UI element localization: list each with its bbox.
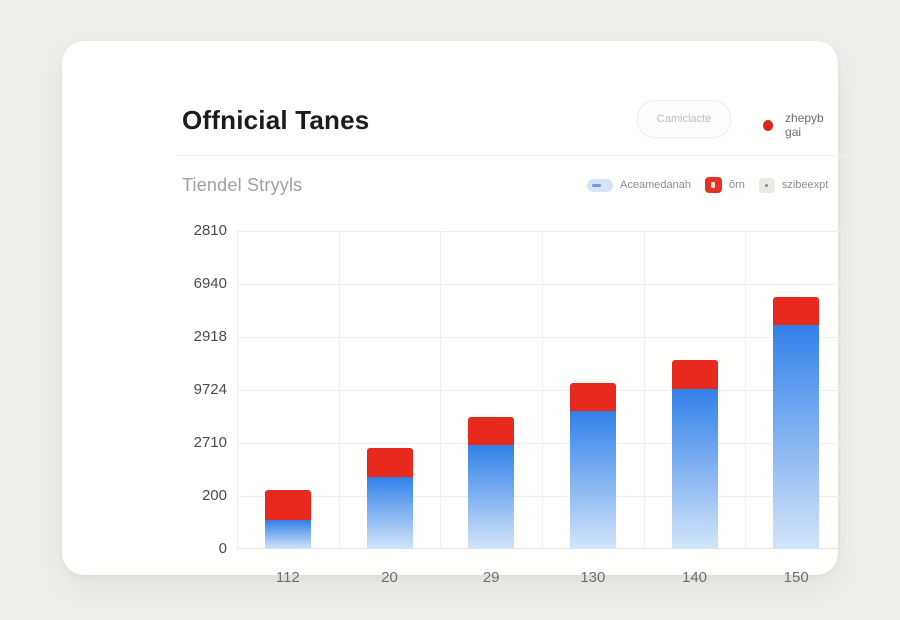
header-divider [177,155,847,156]
y-axis-tick-label: 6940 [193,275,227,292]
legend-label: Aceamedanah [620,179,691,191]
x-axis-tick-label: 140 [681,569,708,586]
gridline-vertical [440,231,442,549]
bar-segment-blue [773,324,820,549]
gridline-vertical [338,231,340,549]
bar-segment-red [671,359,718,389]
y-axis-tick-label: 2918 [193,328,227,345]
legend-item-blue[interactable]: Aceamedanah [587,178,691,192]
x-axis-tick-label: 20 [381,569,398,586]
bar-chart-plot-area [237,231,848,549]
bar-segment-red [366,447,413,477]
status-indicator: zhepyb gai [763,111,838,139]
legend-item-red[interactable]: ôrn [704,177,745,193]
y-axis-tick-label: 2810 [193,222,227,239]
gridline-vertical [745,231,747,549]
x-axis-tick-label: 112 [275,569,300,586]
gridline-vertical [847,231,848,549]
chart-card: Offnicial Tanes Camiclacte zhepyb gai Ti… [62,41,848,586]
bar-segment-red [773,296,820,325]
x-axis-tick-label: 130 [580,569,606,586]
y-axis-tick-label: 9724 [193,381,227,398]
y-axis-tick-label: 2710 [193,434,227,451]
gridline-vertical [237,231,238,549]
bar-segment-blue [569,411,616,549]
chart-subtitle: Tiendel Stryyls [182,175,303,195]
gridline-vertical [542,231,543,549]
gray-square-swatch-icon [758,177,775,193]
bar-segment-red [569,383,616,412]
bar-segment-red [264,489,311,520]
y-axis-tick-label: 200 [201,487,227,504]
bar-segment-blue [468,445,515,549]
x-axis-tick-label: 29 [482,569,500,586]
gridline-vertical [643,231,645,549]
header-action-button[interactable]: Camiclacte [637,100,731,138]
legend-label: ôrn [728,179,745,191]
y-axis-tick-label: 0 [218,540,227,557]
status-dot-icon [763,119,774,131]
bar-segment-blue [264,519,311,549]
legend-label: szibeexpt [781,179,829,191]
chart-legend: Aceamedanah ôrn szibeexpt [587,177,828,193]
x-axis-tick-label: 150 [783,569,809,586]
status-label: zhepyb gai [785,111,824,139]
bar-segment-blue [671,388,718,549]
page-title: Offnicial Tanes [182,105,370,135]
red-square-swatch-icon [704,177,722,193]
legend-item-gray[interactable]: szibeexpt [758,177,829,193]
blue-pill-swatch-icon [587,178,613,192]
bar-segment-blue [366,476,413,549]
bar-segment-red [468,417,515,446]
